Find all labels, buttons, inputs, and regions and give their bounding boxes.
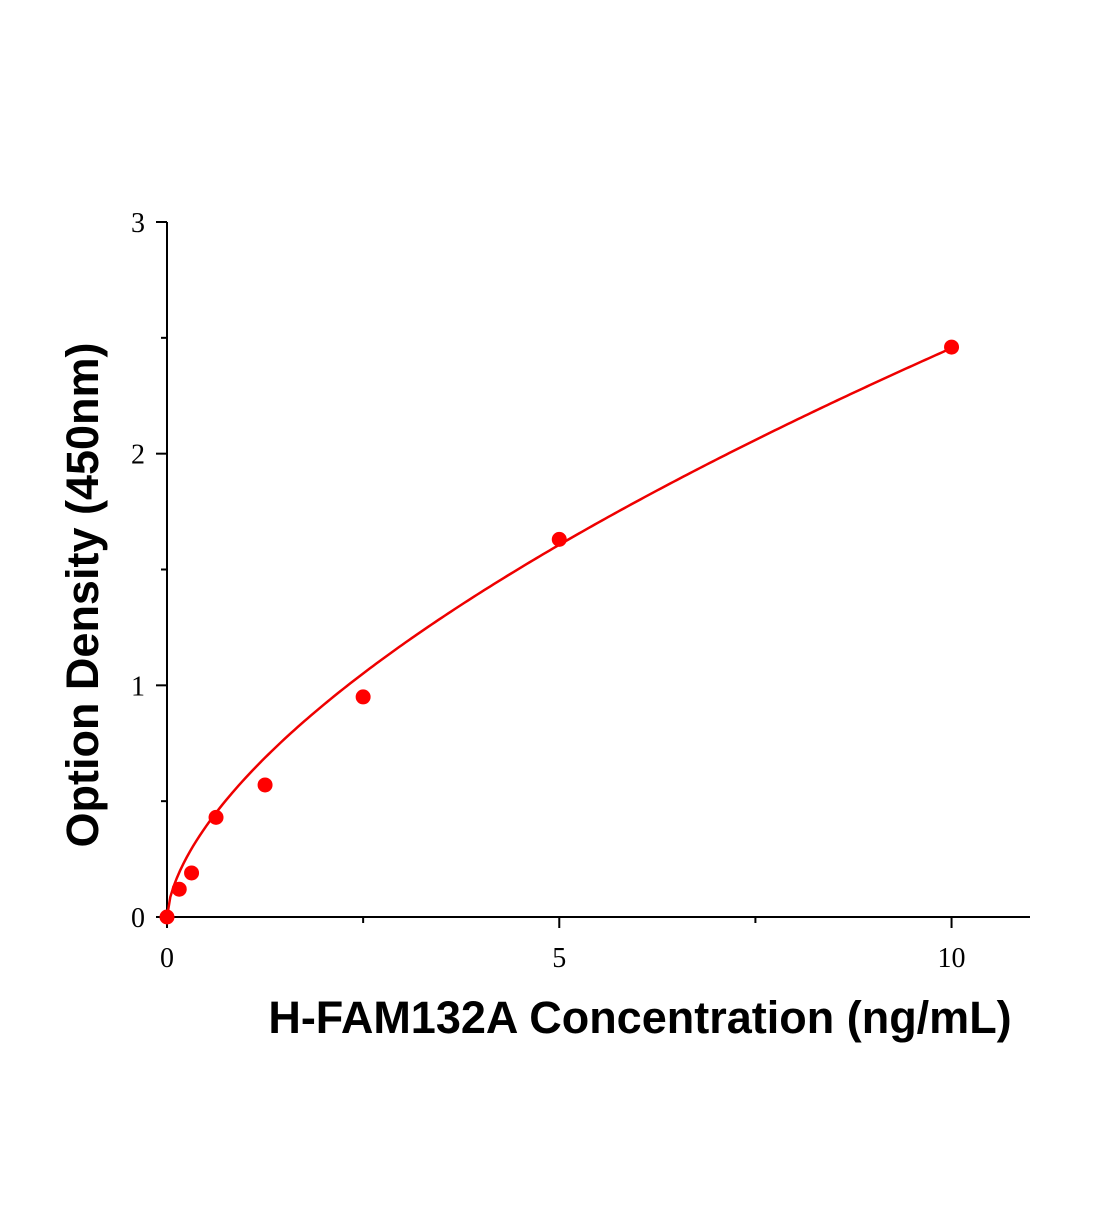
- data-point: [551, 531, 567, 547]
- data-point: [257, 777, 273, 793]
- x-tick-label: 10: [938, 943, 966, 974]
- x-tick-label: 0: [160, 943, 174, 974]
- data-point: [184, 865, 200, 881]
- data-point: [159, 909, 175, 925]
- data-point: [171, 881, 187, 897]
- fit-curve-line: [165, 346, 953, 918]
- y-tick-label: 0: [131, 903, 145, 934]
- fit-curve-layer: [165, 346, 953, 918]
- y-tick-label: 3: [131, 208, 145, 239]
- data-point: [208, 809, 224, 825]
- y-tick-label: 1: [131, 671, 145, 702]
- y-axis-title: Option Density (450nm): [57, 342, 108, 847]
- axes: 0 5 10 0 1 2 3: [131, 208, 1030, 974]
- data-point: [355, 689, 371, 705]
- data-point: [944, 339, 960, 355]
- x-axis-title: H-FAM132A Concentration (ng/mL): [268, 992, 1011, 1043]
- x-tick-label: 5: [552, 943, 566, 974]
- data-points-layer: [159, 339, 960, 925]
- y-tick-label: 2: [131, 440, 145, 471]
